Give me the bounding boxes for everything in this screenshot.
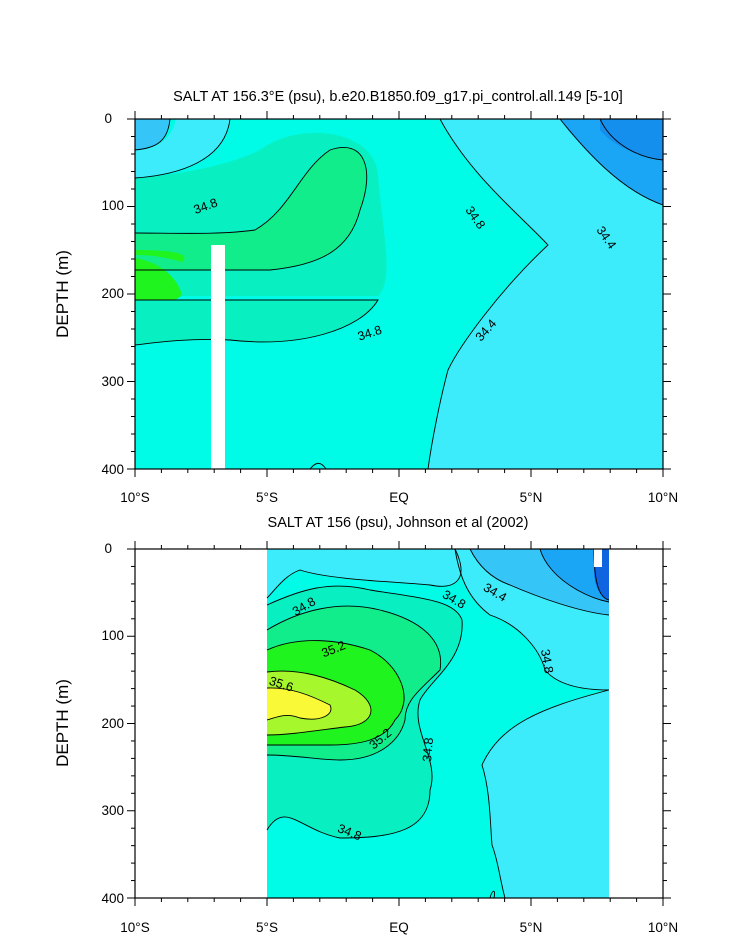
y-tick-label: 300 (101, 374, 124, 389)
fill-35.2 (135, 147, 367, 270)
y-tick-label: 400 (101, 891, 124, 906)
panel-2-plot-area: 34.8 35.2 35.6 35.2 34.8 34.8 34.8 34.4 … (266, 548, 610, 899)
contour-line (469, 548, 610, 616)
contour-line (427, 118, 549, 470)
contour-line (266, 670, 372, 736)
x-tick-label: 5°N (520, 920, 543, 935)
contour-line (134, 118, 171, 151)
data-gap-bar (211, 245, 225, 469)
y-tick-label: 100 (101, 628, 124, 643)
contour-line (266, 605, 442, 761)
y-axis-label: DEPTH (m) (53, 250, 72, 338)
contour-label: 34.8 (538, 648, 556, 674)
contour-line (599, 118, 664, 161)
panel-2-ticks (127, 541, 671, 906)
contour-line (134, 299, 379, 346)
x-tick-label: 5°N (520, 490, 543, 505)
x-tick-label: 10°N (648, 490, 678, 505)
x-tick-label: 10°S (120, 920, 149, 935)
x-tick-label: 10°N (648, 920, 678, 935)
fill-34.6-lowright (482, 690, 609, 898)
x-tick-label: EQ (389, 920, 409, 935)
panel-model: SALT AT 156.3°E (psu), b.e20.B1850.f09_g… (53, 89, 678, 505)
y-tick-label: 0 (104, 111, 112, 126)
y-tick-label: 200 (101, 286, 124, 301)
contour-line (266, 687, 332, 721)
x-tick-label: EQ (389, 490, 409, 505)
y-tick-label: 100 (101, 198, 124, 213)
panel-observed: SALT AT 156 (psu), Johnson et al (2002) (53, 515, 678, 935)
fill-34.2-top (540, 549, 609, 602)
y-tick-label: 300 (101, 803, 124, 818)
fill-34.2 (560, 119, 663, 205)
panel-1-plot-area: 34.8 34.8 34.8 34.4 34.4 (134, 118, 664, 470)
x-tick-label: 10°S (120, 490, 149, 505)
contour-label: 34.8 (420, 737, 436, 763)
fill-35.4 (135, 250, 185, 262)
contour-line (266, 640, 405, 746)
panel-1-ticks (127, 111, 671, 477)
x-tick-label: 5°S (256, 490, 278, 505)
contour-line (134, 118, 231, 179)
contour-line (539, 548, 610, 603)
contour-line (481, 689, 610, 899)
panel-1-title: SALT AT 156.3°E (psu), b.e20.B1850.f09_g… (173, 89, 623, 105)
x-tick-label: 5°S (256, 920, 278, 935)
fill-34.4-topleft (135, 119, 170, 150)
contour-line (454, 548, 610, 691)
contour-line (266, 585, 463, 839)
contour-line (266, 548, 462, 599)
fill-34.6-top (267, 549, 461, 598)
panel-2-title: SALT AT 156 (psu), Johnson et al (2002) (268, 515, 529, 531)
contour-line (489, 890, 495, 899)
fill-34.0-core (600, 119, 663, 160)
y-tick-label: 400 (101, 462, 124, 477)
fill-35.0-bottom (135, 300, 378, 345)
y-tick-label: 200 (101, 716, 124, 731)
data-gap-notch (594, 549, 602, 567)
contour-line (559, 118, 664, 206)
y-tick-label: 0 (104, 541, 112, 556)
y-axis-label: DEPTH (m) (53, 679, 72, 767)
contour-line (134, 147, 368, 271)
fill-34.6-topleft (135, 119, 230, 178)
contour-line (309, 462, 327, 470)
fill-35.8 (267, 687, 331, 720)
